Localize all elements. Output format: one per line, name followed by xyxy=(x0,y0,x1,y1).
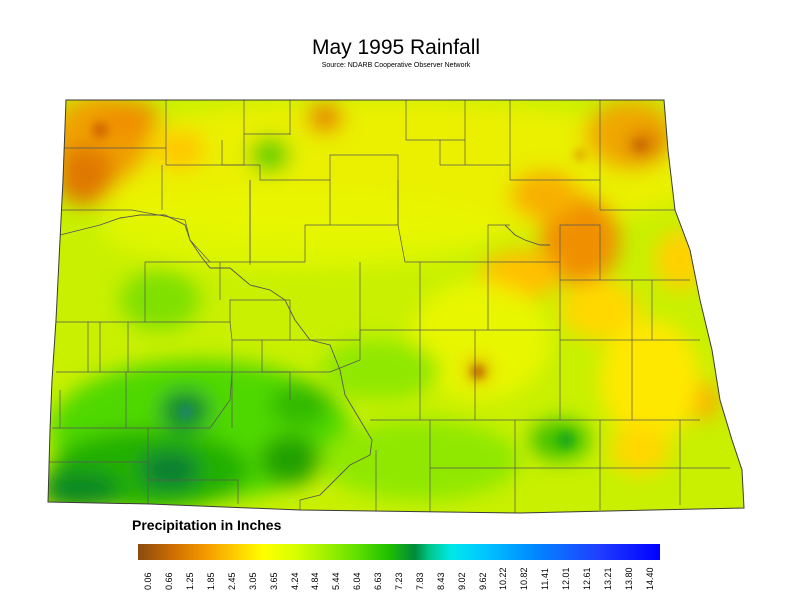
county-lines xyxy=(48,100,730,513)
legend-tick-label: 3.05 xyxy=(247,572,258,590)
rainfall-contours xyxy=(48,100,720,510)
legend-tick-label: 13.80 xyxy=(623,567,634,590)
map-title: May 1995 Rainfall xyxy=(311,36,481,59)
legend-tick-label: 8.43 xyxy=(435,572,446,590)
legend-tick-label: 2.45 xyxy=(226,572,237,590)
legend-tick-label: 3.65 xyxy=(268,572,279,590)
legend-tick-label: 1.85 xyxy=(206,572,217,590)
legend-tick-label: 0.06 xyxy=(143,572,154,590)
legend-tick-label: 14.40 xyxy=(644,567,655,590)
river-segment xyxy=(504,224,550,246)
legend-tick-label: 1.25 xyxy=(185,572,196,590)
legend-tick-label: 0.66 xyxy=(164,572,175,590)
legend-tick-label: 7.23 xyxy=(394,572,404,590)
legend-tick-label: 9.62 xyxy=(477,572,488,590)
legend-tick-label: 4.24 xyxy=(289,572,300,590)
legend-color-bar xyxy=(138,544,660,560)
legend-title: Precipitation in Inches xyxy=(132,517,282,533)
legend-tick-label: 13.21 xyxy=(602,567,613,590)
legend-tick-label: 11.41 xyxy=(540,568,551,590)
missouri-river xyxy=(59,214,373,501)
legend-tick-label: 10.82 xyxy=(519,567,530,590)
legend-tick-label: 4.84 xyxy=(310,572,321,590)
legend-tick-label: 5.44 xyxy=(331,572,342,590)
legend-tick-label: 6.04 xyxy=(352,572,363,590)
legend-tick-label: 10.22 xyxy=(498,567,509,590)
legend-tick-label: 6.63 xyxy=(373,572,384,590)
map-subtitle: Source: NDARB Cooperative Observer Netwo… xyxy=(321,62,471,69)
legend-tick-label: 12.61 xyxy=(581,567,592,590)
legend-tick-label: 7.83 xyxy=(414,572,425,590)
legend-tick-label: 12.01 xyxy=(561,567,572,590)
state-outline xyxy=(47,99,745,514)
precipitation-field xyxy=(48,100,744,513)
legend-tick-label: 9.02 xyxy=(456,572,467,590)
